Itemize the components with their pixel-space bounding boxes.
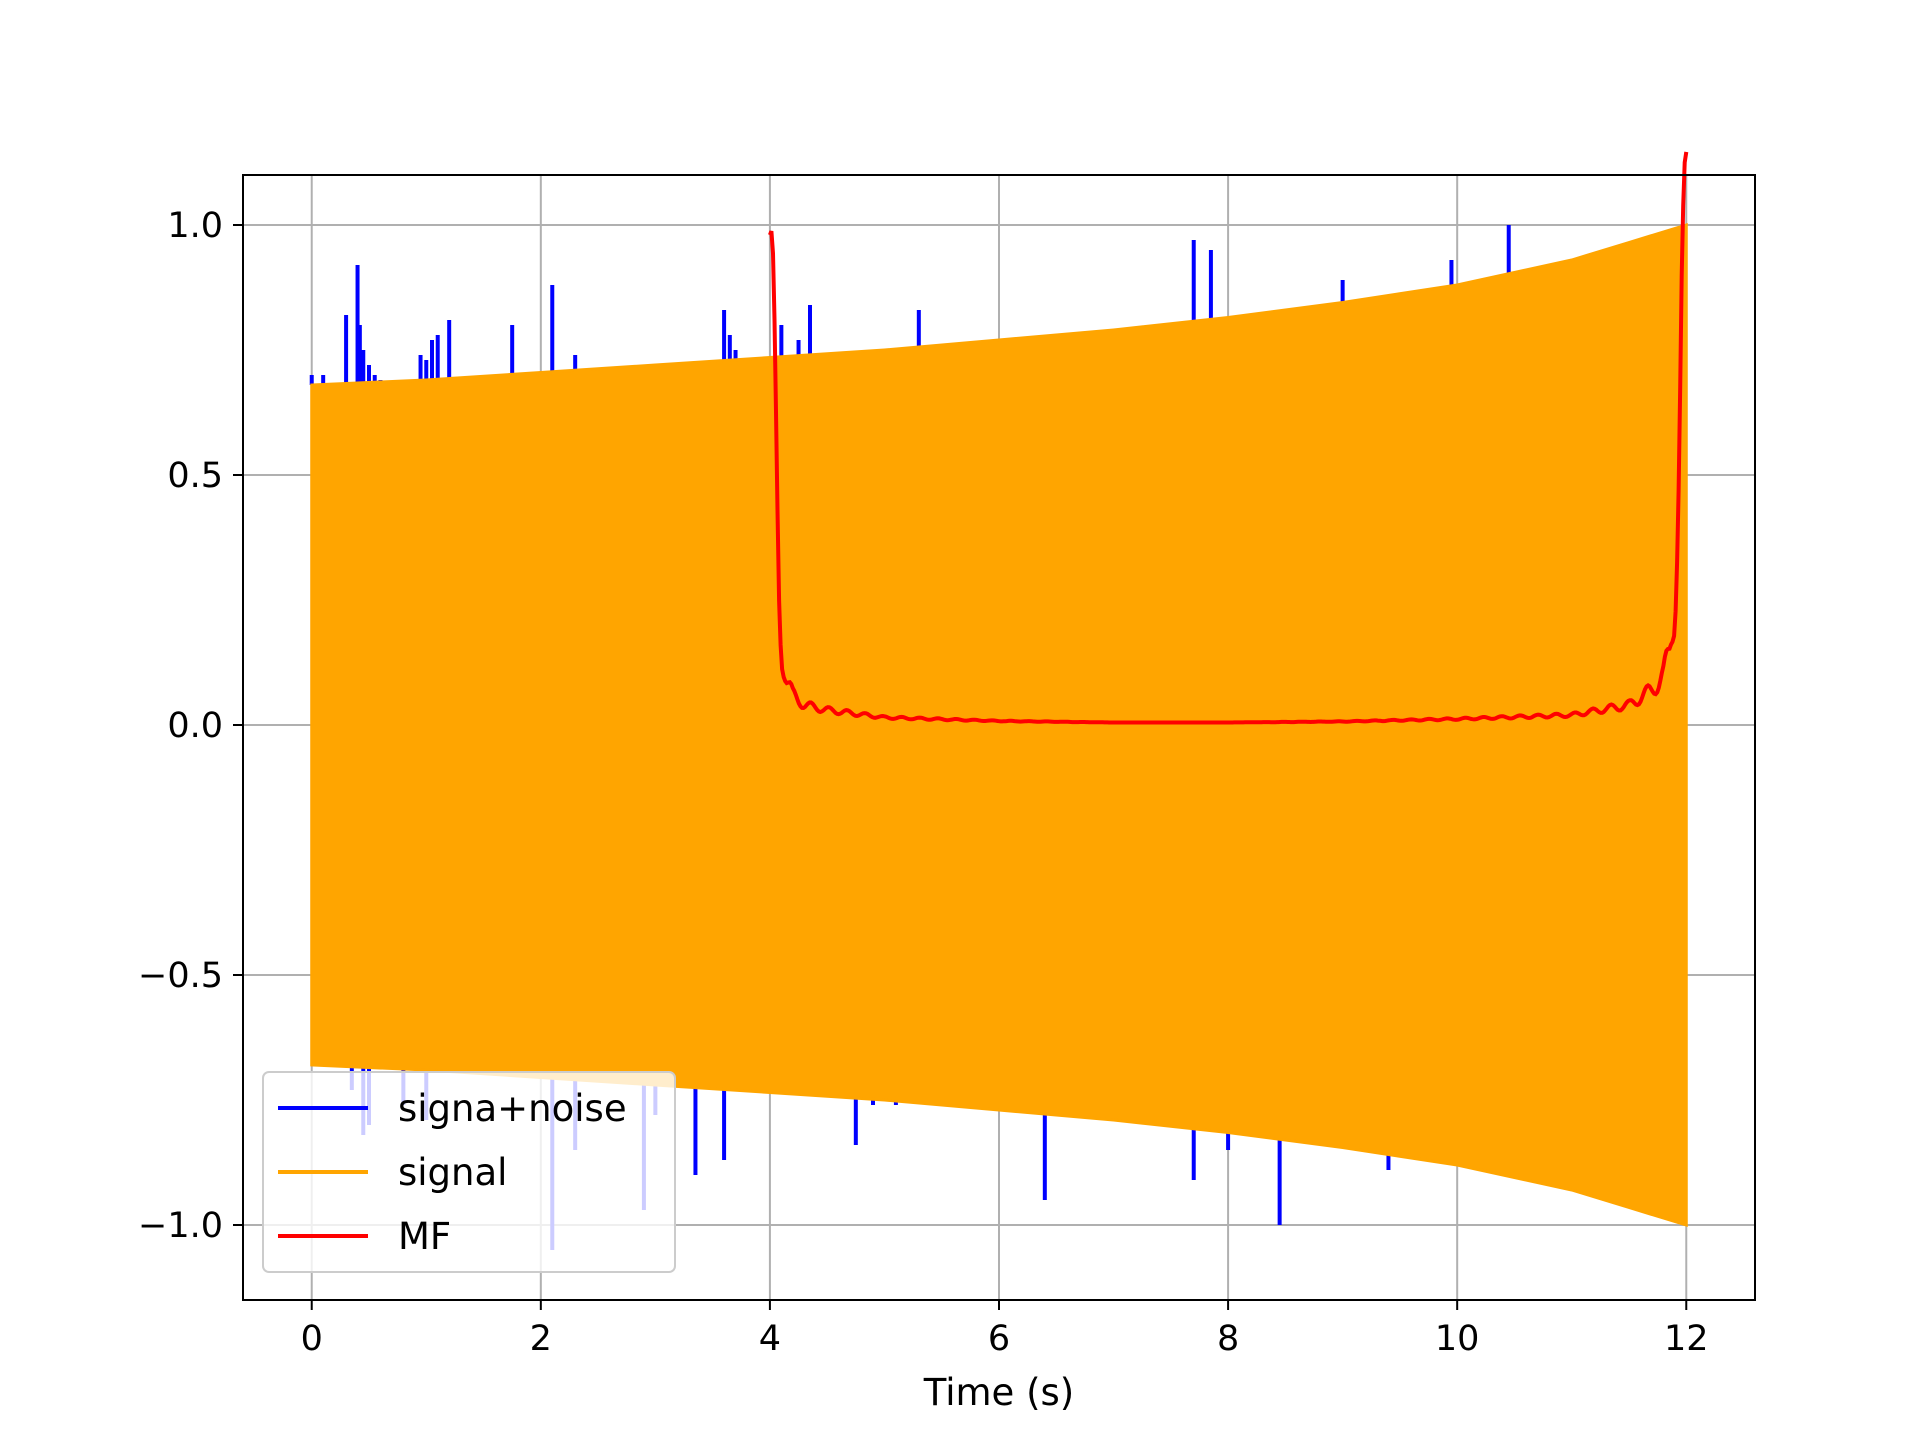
y-tick-label: 0.5	[167, 456, 223, 496]
x-tick-label: 0	[301, 1319, 323, 1359]
x-tick-label: 12	[1664, 1319, 1709, 1359]
y-tick-label: −0.5	[138, 956, 223, 996]
series-signal	[310, 222, 1688, 1228]
x-tick-label: 2	[530, 1319, 552, 1359]
x-tick-label: 10	[1435, 1319, 1480, 1359]
y-tick-label: 0.0	[167, 706, 223, 746]
legend-box	[262, 1071, 676, 1273]
x-tick-label: 4	[759, 1319, 781, 1359]
series-mf	[768, 151, 1689, 725]
legend: signa+noise signal MF	[262, 1071, 676, 1273]
x-tick-label: 8	[1217, 1319, 1239, 1359]
legend-label: signal	[398, 1151, 507, 1194]
legend-label: signa+noise	[398, 1087, 627, 1130]
x-tick-label: 6	[988, 1319, 1010, 1359]
y-tick-label: 1.0	[167, 206, 223, 246]
mf-line	[768, 151, 1689, 725]
legend-label: MF	[398, 1215, 451, 1258]
x-axis-label: Time (s)	[923, 1371, 1074, 1414]
y-tick-label: −1.0	[138, 1206, 223, 1246]
plot-area	[309, 151, 1689, 1250]
ticks: 0 2 4 6 8 10 12 −1.0 −0.5 0.0 0.5 1.0	[138, 206, 1709, 1359]
signal-envelope	[310, 222, 1688, 1228]
